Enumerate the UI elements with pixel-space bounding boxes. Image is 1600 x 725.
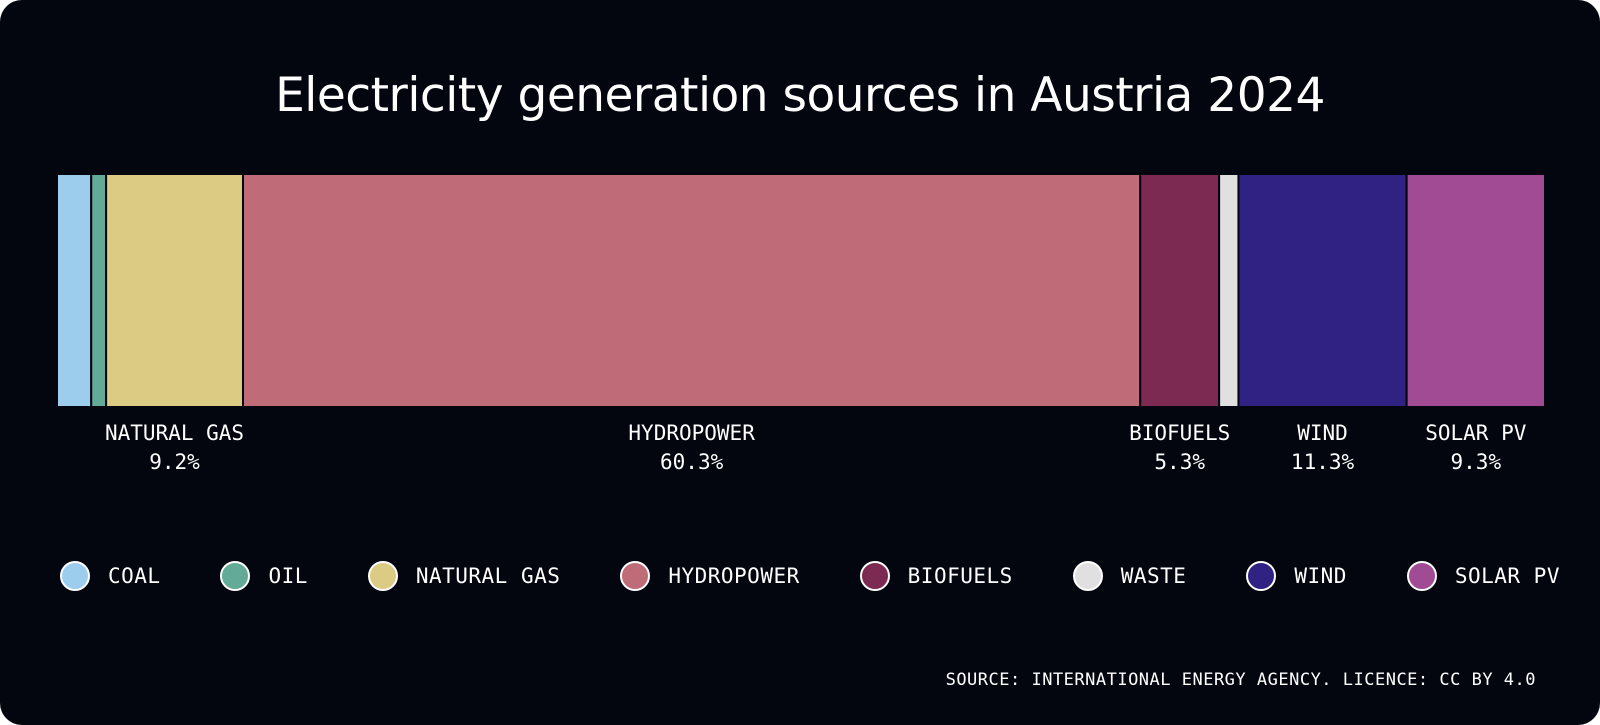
bar-segment-wind	[1237, 173, 1408, 408]
legend-item-waste: WASTE	[1072, 559, 1187, 593]
bar-segment-hydropower	[242, 173, 1142, 408]
legend-label: COAL	[108, 564, 161, 588]
legend-label: BIOFUELS	[907, 564, 1013, 588]
legend-label: HYDROPOWER	[668, 564, 800, 588]
legend-label: NATURAL GAS	[415, 564, 561, 588]
legend-item-solar-pv: SOLAR PV	[1406, 559, 1560, 593]
segment-label-solar-pv: SOLAR PV	[1425, 421, 1527, 445]
legend-swatch	[1406, 561, 1437, 591]
segment-value-biofuels: 5.3%	[1154, 450, 1205, 474]
legend-label: WASTE	[1120, 564, 1187, 588]
segment-label-natural-gas: NATURAL GAS	[105, 421, 244, 445]
legend-swatch	[1072, 561, 1103, 591]
segment-value-natural-gas: 9.2%	[149, 450, 200, 474]
segment-value-wind: 11.3%	[1291, 450, 1355, 474]
legend-swatch	[367, 561, 398, 591]
legend-swatch	[60, 561, 90, 591]
bar-segment-coal	[56, 173, 93, 408]
segment-label-wind: WIND	[1297, 421, 1348, 445]
bar-segment-natural-gas	[105, 173, 244, 408]
legend-item-wind: WIND	[1246, 559, 1347, 593]
bar-segment-oil	[90, 173, 108, 408]
bar-segment-solar-pv	[1405, 173, 1546, 408]
source-note: SOURCE: INTERNATIONAL ENERGY AGENCY. LIC…	[945, 670, 1536, 690]
legend-item-natural-gas: NATURAL GAS	[367, 559, 561, 593]
legend-swatch	[1246, 561, 1277, 591]
bar-segment-waste	[1218, 173, 1240, 408]
legend-label: WIND	[1294, 564, 1347, 588]
legend-label: SOLAR PV	[1454, 564, 1560, 588]
legend-swatch	[620, 561, 651, 591]
legend-item-hydropower: HYDROPOWER	[620, 559, 799, 593]
segment-label-hydropower: HYDROPOWER	[628, 421, 755, 445]
legend-item-coal: COAL	[60, 559, 161, 593]
legend-item-biofuels: BIOFUELS	[859, 559, 1013, 593]
chart-legend: COAL OIL NATURAL GAS HYDROPOWER BIOFUELS WAST…	[60, 559, 1560, 593]
legend-item-oil: OIL	[220, 559, 307, 593]
segment-label-biofuels: BIOFUELS	[1129, 421, 1230, 445]
chart-title: Electricity generation sources in Austri…	[275, 68, 1325, 123]
segment-value-hydropower: 60.3%	[660, 450, 724, 474]
legend-swatch	[220, 561, 251, 591]
legend-swatch	[859, 561, 890, 591]
bar-segment-biofuels	[1139, 173, 1221, 408]
segment-value-solar-pv: 9.3%	[1451, 450, 1502, 474]
legend-label: OIL	[268, 564, 308, 588]
